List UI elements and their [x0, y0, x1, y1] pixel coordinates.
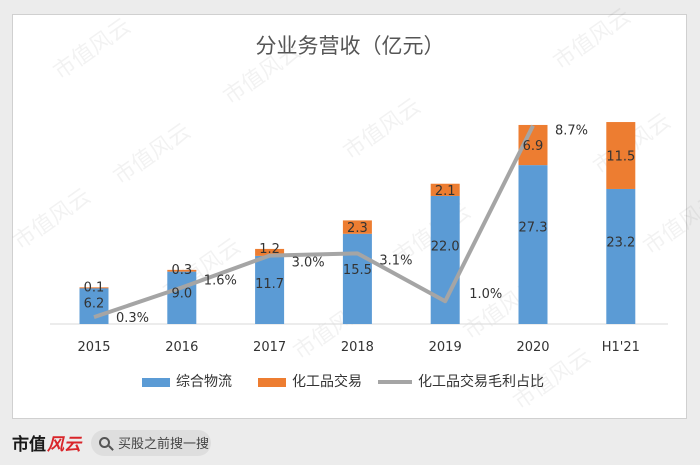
bar-2019-chemical — [430, 183, 460, 196]
data-label-chemical-2020: 6.9 — [523, 139, 544, 154]
data-label-chemical-2017: 1.2 — [259, 242, 280, 257]
watermark-text: 市值风云 — [49, 14, 135, 85]
brand-logo: 市值 风云 — [12, 430, 81, 455]
x-tick-label: 2018 — [341, 340, 374, 355]
bar-2018-logistics — [342, 233, 372, 324]
data-label-logistics-2018: 15.5 — [343, 263, 372, 278]
watermark-text: 市值风云 — [9, 184, 95, 255]
x-tick-label: 2017 — [253, 340, 286, 355]
data-label-chemical-H1'21: 11.5 — [606, 150, 635, 165]
legend-label-chemical: 化工品交易 — [292, 373, 362, 390]
data-label-logistics-2016: 9.0 — [171, 287, 192, 302]
bars-layer — [79, 122, 636, 324]
data-label-chemical-2015: 0.1 — [84, 280, 105, 295]
labels-layer: 6.2 0.1 9.0 0.3 11.7 1.2 15.5 2.3 22.0 2.1 27.3 6.9… — [84, 124, 636, 327]
chart-card — [12, 14, 687, 419]
bar-2015-chemical — [79, 287, 109, 289]
chart: 市值风云市值风云市值风云市值风云市值风云市值风云市值风云市值风云市值风云市值风云… — [9, 4, 700, 415]
legend-swatch-logistics — [142, 378, 170, 387]
data-label-margin-2016: 1.6% — [204, 274, 237, 289]
x-tick-labels: 2015 2016 2017 2018 2019 2020 H1'21 — [77, 340, 639, 355]
data-label-margin-2018: 3.1% — [379, 253, 412, 268]
watermark-text: 市值风云 — [109, 119, 195, 190]
data-label-logistics-H1'21: 23.2 — [606, 235, 635, 250]
brand-name-red: 风云 — [47, 435, 81, 455]
search-box[interactable]: 买股之前搜一搜 — [91, 429, 211, 456]
chart-title: 分业务营收（亿元） — [256, 34, 445, 58]
bar-2017-logistics — [255, 255, 285, 324]
data-label-margin-2017: 3.0% — [292, 256, 325, 271]
bar-2017-chemical — [255, 248, 285, 256]
data-label-logistics-2019: 22.0 — [431, 240, 460, 255]
legend-swatch-chemical — [258, 378, 286, 387]
x-tick-label: H1'21 — [602, 340, 640, 355]
line-layer — [93, 124, 535, 320]
legend-label-logistics: 综合物流 — [176, 374, 232, 390]
data-label-logistics-2020: 27.3 — [519, 220, 548, 235]
watermark-text: 市值风云 — [639, 189, 700, 260]
search-icon — [99, 437, 110, 448]
footer: 市值 风云 买股之前搜一搜 — [0, 420, 700, 465]
bar-2018-chemical — [342, 220, 372, 234]
x-tick-label: 2015 — [77, 340, 110, 355]
data-label-logistics-2015: 6.2 — [84, 297, 105, 312]
data-label-logistics-2017: 11.7 — [255, 277, 284, 292]
data-label-chemical-2019: 2.1 — [435, 184, 456, 199]
x-tick-label: 2016 — [165, 340, 198, 355]
data-label-margin-2020: 8.7% — [555, 124, 588, 139]
data-label-chemical-2018: 2.3 — [347, 221, 368, 236]
bar-2016-chemical — [167, 269, 197, 272]
bar-2020-logistics — [518, 165, 548, 324]
data-label-chemical-2016: 0.3 — [171, 263, 192, 278]
bar-2015-logistics — [79, 287, 109, 324]
bar-H1'21-logistics — [606, 188, 636, 324]
bar-H1'21-chemical — [606, 122, 636, 189]
data-label-margin-2019: 1.0% — [469, 287, 502, 302]
x-tick-label: 2020 — [516, 340, 549, 355]
legend: 综合物流 化工品交易 化工品交易毛利占比 — [142, 373, 544, 390]
line-series-margin — [93, 124, 535, 320]
watermark-text: 市值风云 — [339, 94, 425, 165]
watermark-text: 市值风云 — [549, 4, 635, 75]
brand-name-black: 市值 — [12, 435, 46, 455]
x-tick-label: 2019 — [429, 340, 462, 355]
bar-2019-logistics — [430, 195, 460, 324]
data-label-margin-2015: 0.3% — [116, 311, 149, 326]
bar-2016-logistics — [167, 271, 197, 324]
search-placeholder: 买股之前搜一搜 — [118, 437, 210, 452]
legend-label-margin: 化工品交易毛利占比 — [418, 373, 544, 390]
